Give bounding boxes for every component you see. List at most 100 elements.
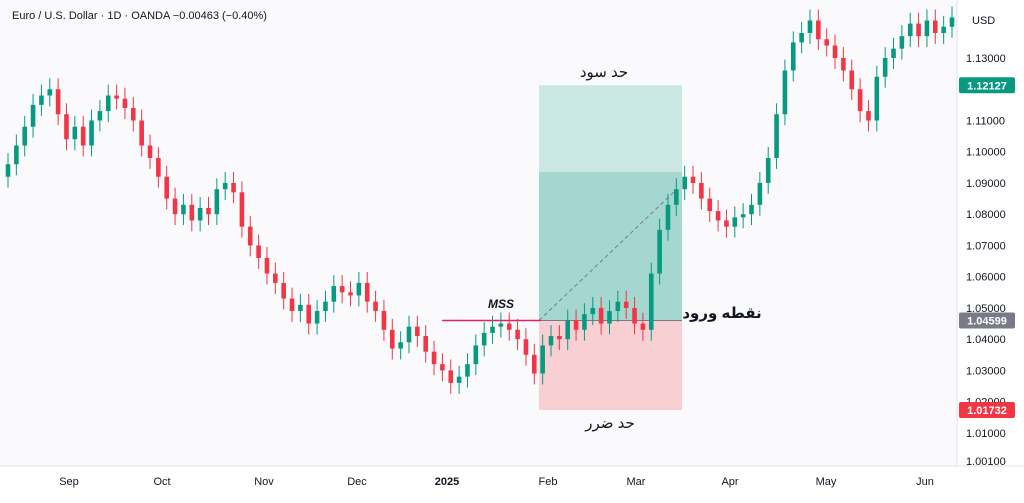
candle-body[interactable]	[247, 226, 253, 246]
candle-body[interactable]	[557, 336, 562, 340]
candle-body[interactable]	[231, 182, 236, 193]
candle-body[interactable]	[273, 273, 278, 283]
candle-body[interactable]	[941, 26, 946, 34]
candle-body[interactable]	[949, 17, 955, 27]
candle-body[interactable]	[841, 58, 846, 71]
candle-body[interactable]	[114, 95, 119, 99]
candle-body[interactable]	[189, 204, 195, 221]
candle-body[interactable]	[164, 176, 170, 199]
candle-body[interactable]	[197, 207, 203, 221]
stop-loss-zone[interactable]	[539, 320, 682, 411]
candle-body[interactable]	[298, 304, 303, 312]
candle-body[interactable]	[64, 114, 69, 140]
take-profit-zone[interactable]	[539, 85, 682, 321]
candle-body[interactable]	[323, 301, 328, 312]
candle-body[interactable]	[448, 370, 454, 383]
candle-body[interactable]	[732, 217, 738, 227]
candle-body[interactable]	[55, 89, 61, 115]
candle-body[interactable]	[790, 42, 796, 71]
candle-body[interactable]	[39, 95, 44, 105]
candle-body[interactable]	[849, 70, 855, 90]
candle-body[interactable]	[498, 323, 504, 327]
candle-body[interactable]	[699, 182, 704, 199]
candle-body[interactable]	[774, 114, 779, 158]
candle-body[interactable]	[565, 320, 571, 340]
candle-body[interactable]	[398, 342, 403, 349]
candle-body[interactable]	[907, 23, 913, 37]
candle-body[interactable]	[181, 204, 186, 215]
candle-body[interactable]	[348, 292, 353, 296]
candle-body[interactable]	[465, 364, 470, 377]
candle-body[interactable]	[874, 76, 880, 121]
candle-body[interactable]	[782, 70, 788, 115]
candle-body[interactable]	[22, 126, 28, 146]
candle-body[interactable]	[899, 36, 905, 49]
candle-body[interactable]	[573, 320, 579, 330]
candle-body[interactable]	[866, 111, 871, 121]
candle-body[interactable]	[423, 336, 428, 352]
candle-body[interactable]	[632, 307, 637, 324]
candle-body[interactable]	[473, 345, 479, 365]
candle-body[interactable]	[406, 326, 412, 343]
candle-body[interactable]	[590, 307, 596, 315]
candle-body[interactable]	[339, 286, 345, 293]
candle-body[interactable]	[740, 214, 746, 218]
candle-body[interactable]	[715, 211, 721, 221]
candle-body[interactable]	[857, 89, 863, 112]
candle-body[interactable]	[239, 192, 245, 227]
candle-body[interactable]	[532, 354, 537, 374]
candle-body[interactable]	[882, 58, 888, 77]
candle-body[interactable]	[816, 20, 821, 40]
candle-body[interactable]	[456, 376, 462, 383]
candle-body[interactable]	[440, 364, 445, 371]
candle-body[interactable]	[665, 204, 671, 230]
candle-body[interactable]	[30, 104, 36, 127]
candle-body[interactable]	[615, 301, 621, 312]
candle-body[interactable]	[80, 126, 86, 146]
candle-body[interactable]	[682, 176, 687, 190]
candle-body[interactable]	[523, 339, 529, 355]
candle-body[interactable]	[506, 323, 512, 330]
candle-body[interactable]	[598, 307, 604, 324]
candle-body[interactable]	[932, 20, 938, 34]
candle-body[interactable]	[891, 48, 896, 58]
candle-body[interactable]	[172, 198, 178, 215]
candle-body[interactable]	[724, 220, 729, 227]
candle-body[interactable]	[799, 33, 804, 43]
candle-body[interactable]	[657, 229, 662, 274]
candle-body[interactable]	[373, 301, 378, 312]
candle-body[interactable]	[832, 45, 838, 58]
candle-body[interactable]	[690, 176, 696, 183]
candle-body[interactable]	[674, 189, 679, 205]
candle-body[interactable]	[490, 326, 495, 333]
candle-body[interactable]	[623, 301, 629, 308]
candle-body[interactable]	[757, 182, 763, 205]
candle-body[interactable]	[147, 145, 153, 158]
candle-body[interactable]	[924, 20, 930, 37]
candle-body[interactable]	[47, 89, 53, 96]
candle-body[interactable]	[156, 157, 161, 177]
candle-body[interactable]	[72, 126, 78, 140]
candle-body[interactable]	[582, 314, 587, 330]
candle-body[interactable]	[381, 311, 387, 330]
candle-body[interactable]	[749, 204, 754, 215]
candle-body[interactable]	[122, 98, 128, 108]
candle-body[interactable]	[264, 257, 270, 274]
candle-body[interactable]	[540, 345, 545, 374]
candle-body[interactable]	[364, 282, 370, 302]
candle-body[interactable]	[765, 157, 771, 183]
candle-body[interactable]	[14, 145, 19, 165]
candle-body[interactable]	[548, 336, 554, 346]
candle-body[interactable]	[431, 351, 437, 365]
candle-body[interactable]	[607, 311, 612, 324]
candle-body[interactable]	[206, 207, 211, 215]
candle-body[interactable]	[481, 332, 487, 346]
candle-body[interactable]	[306, 304, 312, 324]
candle-body[interactable]	[139, 120, 144, 146]
candle-body[interactable]	[707, 198, 713, 212]
candle-body[interactable]	[222, 182, 228, 190]
candle-body[interactable]	[916, 23, 921, 37]
candle-body[interactable]	[314, 311, 320, 324]
candle-body[interactable]	[824, 39, 829, 46]
